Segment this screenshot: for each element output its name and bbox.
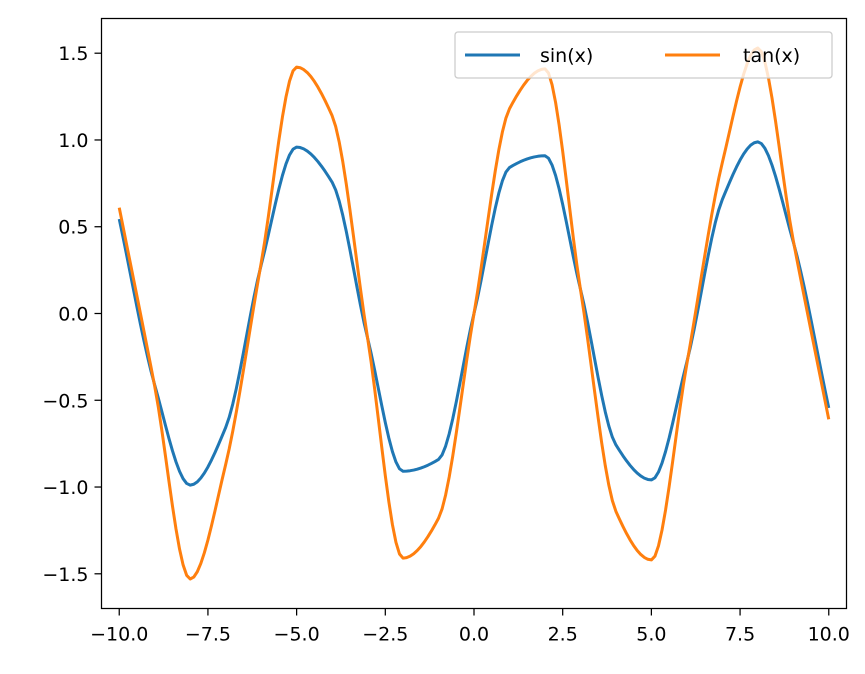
y-tick-label: 0.0 bbox=[58, 304, 88, 326]
x-axis: −10.0 −7.5 −5.0 −2.5 0.0 2.5 5.0 7.5 10.0 bbox=[90, 608, 850, 646]
y-tick-label: −1.0 bbox=[42, 477, 88, 499]
y-tick-label: −0.5 bbox=[42, 390, 88, 412]
legend-box bbox=[454, 31, 833, 79]
x-tick-label: 7.5 bbox=[725, 624, 755, 646]
legend-label-tan: tan(x) bbox=[743, 45, 800, 67]
x-tick-label: 5.0 bbox=[636, 624, 666, 646]
x-tick-label: 2.5 bbox=[548, 624, 578, 646]
x-tick-label: −10.0 bbox=[90, 624, 148, 646]
x-tick-label: −5.0 bbox=[274, 624, 320, 646]
x-tick-label: 0.0 bbox=[459, 624, 489, 646]
legend-label-sin: sin(x) bbox=[540, 45, 593, 67]
series-lines bbox=[117, 46, 831, 581]
series-line-tan bbox=[117, 46, 831, 581]
y-axis: −1.5 −1.0 −0.5 0.0 0.5 1.0 1.5 bbox=[42, 43, 102, 586]
x-tick-label: −7.5 bbox=[185, 624, 231, 646]
y-tick-label: 1.5 bbox=[58, 43, 88, 65]
y-tick-label: −1.5 bbox=[42, 564, 88, 586]
legend: sin(x) tan(x) bbox=[454, 31, 833, 79]
x-tick-label: 10.0 bbox=[808, 624, 850, 646]
y-tick-label: 0.5 bbox=[58, 217, 88, 239]
y-tick-label: 1.0 bbox=[58, 130, 88, 152]
x-tick-label: −2.5 bbox=[362, 624, 408, 646]
